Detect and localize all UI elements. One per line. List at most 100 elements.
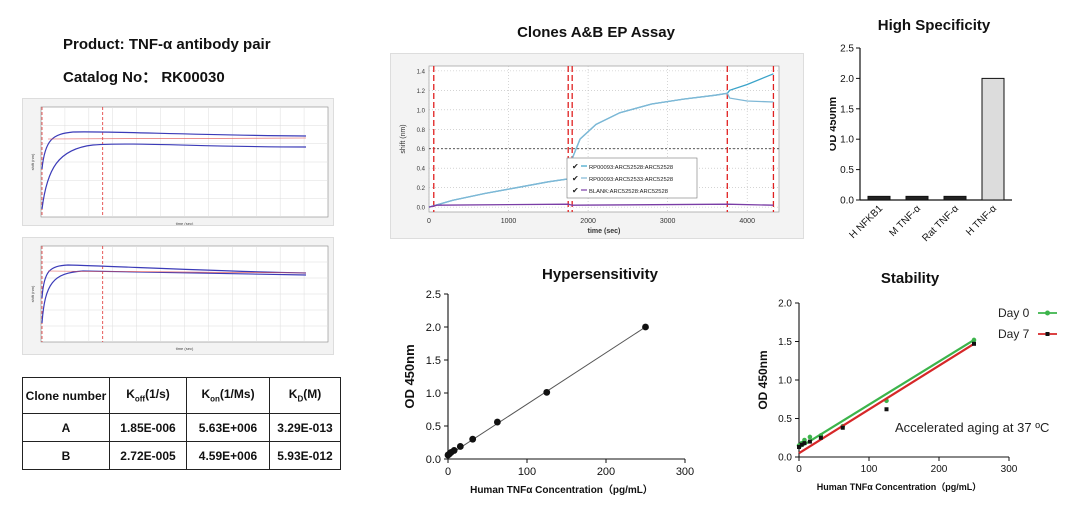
legend-box bbox=[566, 157, 698, 199]
x-axis-label: Human TNFα Concentration（pg/mL） bbox=[817, 482, 982, 492]
bar bbox=[905, 195, 929, 201]
y-tick-label: 0.6 bbox=[417, 147, 426, 153]
x-tick-label: 0 bbox=[445, 466, 451, 478]
clone-b-chart: Clone B time (sec)shift (nm) bbox=[30, 245, 329, 351]
x-tick-label: 100 bbox=[518, 466, 536, 478]
series-line bbox=[41, 264, 307, 299]
y-tick-label: 2.0 bbox=[426, 322, 441, 334]
x-tick-label: 1000 bbox=[501, 218, 517, 225]
y-tick-label: 0.4 bbox=[417, 167, 426, 173]
header-kon: Kon(1/Ms) bbox=[186, 377, 270, 414]
y-tick-label: 0.0 bbox=[426, 454, 441, 466]
data-point bbox=[797, 444, 801, 449]
catalog-number: Catalog No： RK00030 bbox=[63, 69, 225, 86]
x-axis-label: time (sec) bbox=[176, 221, 194, 225]
data-point bbox=[818, 435, 823, 440]
clone-a-panel: Clone A time (sec)shift (nm) bbox=[22, 98, 334, 226]
data-point bbox=[642, 323, 649, 331]
data-point bbox=[543, 388, 551, 396]
y-axis-label: OD 450nm bbox=[756, 350, 770, 409]
x-tick-label: 200 bbox=[597, 466, 615, 478]
x-tick-label: 2000 bbox=[580, 218, 596, 225]
y-tick-label: 0.2 bbox=[417, 186, 426, 192]
y-tick-label: 2.5 bbox=[426, 289, 441, 301]
data-point bbox=[807, 439, 812, 444]
table-cell: 3.29E-013 bbox=[269, 413, 341, 442]
y-axis-label: OD 450nm bbox=[402, 344, 417, 408]
legend-check-icon: ✔ bbox=[572, 174, 579, 183]
y-tick-label: 1.2 bbox=[417, 89, 426, 95]
legend-entry: Day 7 bbox=[998, 327, 1030, 341]
y-tick-label: 0.8 bbox=[417, 128, 426, 134]
y-tick-label: 0.5 bbox=[840, 165, 854, 176]
y-tick-label: 0.5 bbox=[778, 414, 792, 425]
y-tick-label: 2.0 bbox=[840, 74, 854, 85]
y-tick-label: 1.5 bbox=[840, 104, 854, 115]
data-point bbox=[802, 441, 807, 446]
x-tick-label: 200 bbox=[931, 464, 948, 475]
legend-check-icon: ✔ bbox=[572, 162, 579, 171]
data-point bbox=[450, 447, 458, 454]
x-tick-label: 3000 bbox=[660, 218, 676, 225]
series-line bbox=[428, 92, 774, 208]
y-tick-label: 1.5 bbox=[778, 337, 792, 348]
y-tick-label: 1.5 bbox=[426, 355, 441, 367]
table-cell: 4.59E+006 bbox=[186, 441, 270, 470]
x-tick-label: Rat TNF-α bbox=[920, 203, 961, 244]
x-tick-label: 300 bbox=[676, 466, 694, 478]
bar bbox=[981, 77, 1005, 201]
legend-entry: BLANK:ARC52528:ARC52528 bbox=[589, 189, 668, 195]
y-tick-label: 0.0 bbox=[417, 206, 426, 212]
y-axis-label: shift (nm) bbox=[30, 153, 35, 170]
x-tick-label: 4000 bbox=[739, 218, 755, 225]
legend-marker bbox=[1045, 332, 1050, 336]
table-row: A 1.85E-006 5.63E+006 3.29E-013 bbox=[22, 413, 341, 442]
header-clone-number: Clone number bbox=[22, 377, 110, 414]
x-tick-label: H NFKB1 bbox=[847, 203, 885, 241]
table-row: B 2.72E-005 4.59E+006 5.93E-012 bbox=[22, 441, 341, 470]
y-axis-label: shift (nm) bbox=[30, 285, 35, 302]
y-tick-label: 1.0 bbox=[426, 388, 441, 400]
legend-entry: RP00093:ARC52533:ARC52528 bbox=[589, 177, 673, 183]
legend-marker bbox=[1045, 310, 1050, 316]
y-axis-label: shift (nm) bbox=[400, 124, 407, 153]
y-tick-label: 1.0 bbox=[417, 108, 426, 114]
specificity-title: High Specificity bbox=[877, 17, 991, 34]
fit-line bbox=[798, 342, 975, 455]
legend-entry: Day 0 bbox=[998, 306, 1030, 320]
table-cell: 5.63E+006 bbox=[186, 413, 270, 442]
table-cell: 2.72E-005 bbox=[109, 441, 187, 470]
header-koff: Koff(1/s) bbox=[109, 377, 187, 414]
x-axis-label: Human TNFα Concentration（pg/mL） bbox=[470, 483, 653, 496]
y-tick-label: 0.0 bbox=[840, 196, 854, 207]
bar bbox=[943, 195, 967, 201]
kinetics-table: Clone number Koff(1/s) Kon(1/Ms) KD(M) A… bbox=[22, 377, 341, 470]
fit-line bbox=[798, 339, 975, 449]
x-tick-label: 100 bbox=[861, 464, 878, 475]
clone-b-panel: Clone B time (sec)shift (nm) bbox=[22, 237, 334, 355]
legend-entry: RP00093:ARC52528:ARC52528 bbox=[589, 165, 673, 171]
data-point bbox=[493, 418, 501, 426]
legend-check-icon: ✔ bbox=[572, 186, 579, 195]
table-cell: B bbox=[22, 441, 110, 470]
y-tick-label: 2.5 bbox=[840, 44, 854, 55]
stability-chart: 0.0 0.5 1.0 1.5 2.0 0 100 200 300 Day 0 Day 7 Accel… bbox=[756, 299, 1057, 492]
data-point bbox=[840, 425, 845, 430]
y-tick-label: 0.5 bbox=[426, 421, 441, 433]
table-header-row: Clone number Koff(1/s) Kon(1/Ms) KD(M) bbox=[22, 377, 341, 414]
x-tick-label: H TNF-α bbox=[964, 203, 999, 238]
x-tick-label: M TNF-α bbox=[887, 203, 923, 239]
table-cell: A bbox=[22, 413, 110, 442]
ep-assay-chart: 0 1000 2000 3000 4000 0.0 0.2 0.4 0.6 0.8 1.0 1.2 1.… bbox=[400, 65, 780, 235]
x-tick-label: 300 bbox=[1001, 464, 1018, 475]
x-axis-label: time (sec) bbox=[588, 228, 621, 235]
clone-a-chart: Clone A time (sec)shift (nm) bbox=[30, 106, 329, 226]
y-axis-label: OD 450nm bbox=[830, 97, 839, 152]
data-point bbox=[469, 435, 477, 443]
data-point bbox=[456, 443, 464, 450]
stability-title: Stability bbox=[880, 270, 940, 287]
y-tick-label: 2.0 bbox=[778, 299, 792, 310]
product-title: Product: TNF-α antibody pair bbox=[63, 36, 271, 53]
series-line bbox=[428, 203, 774, 208]
hypersensitivity-title: Hypersensitivity bbox=[542, 266, 658, 283]
